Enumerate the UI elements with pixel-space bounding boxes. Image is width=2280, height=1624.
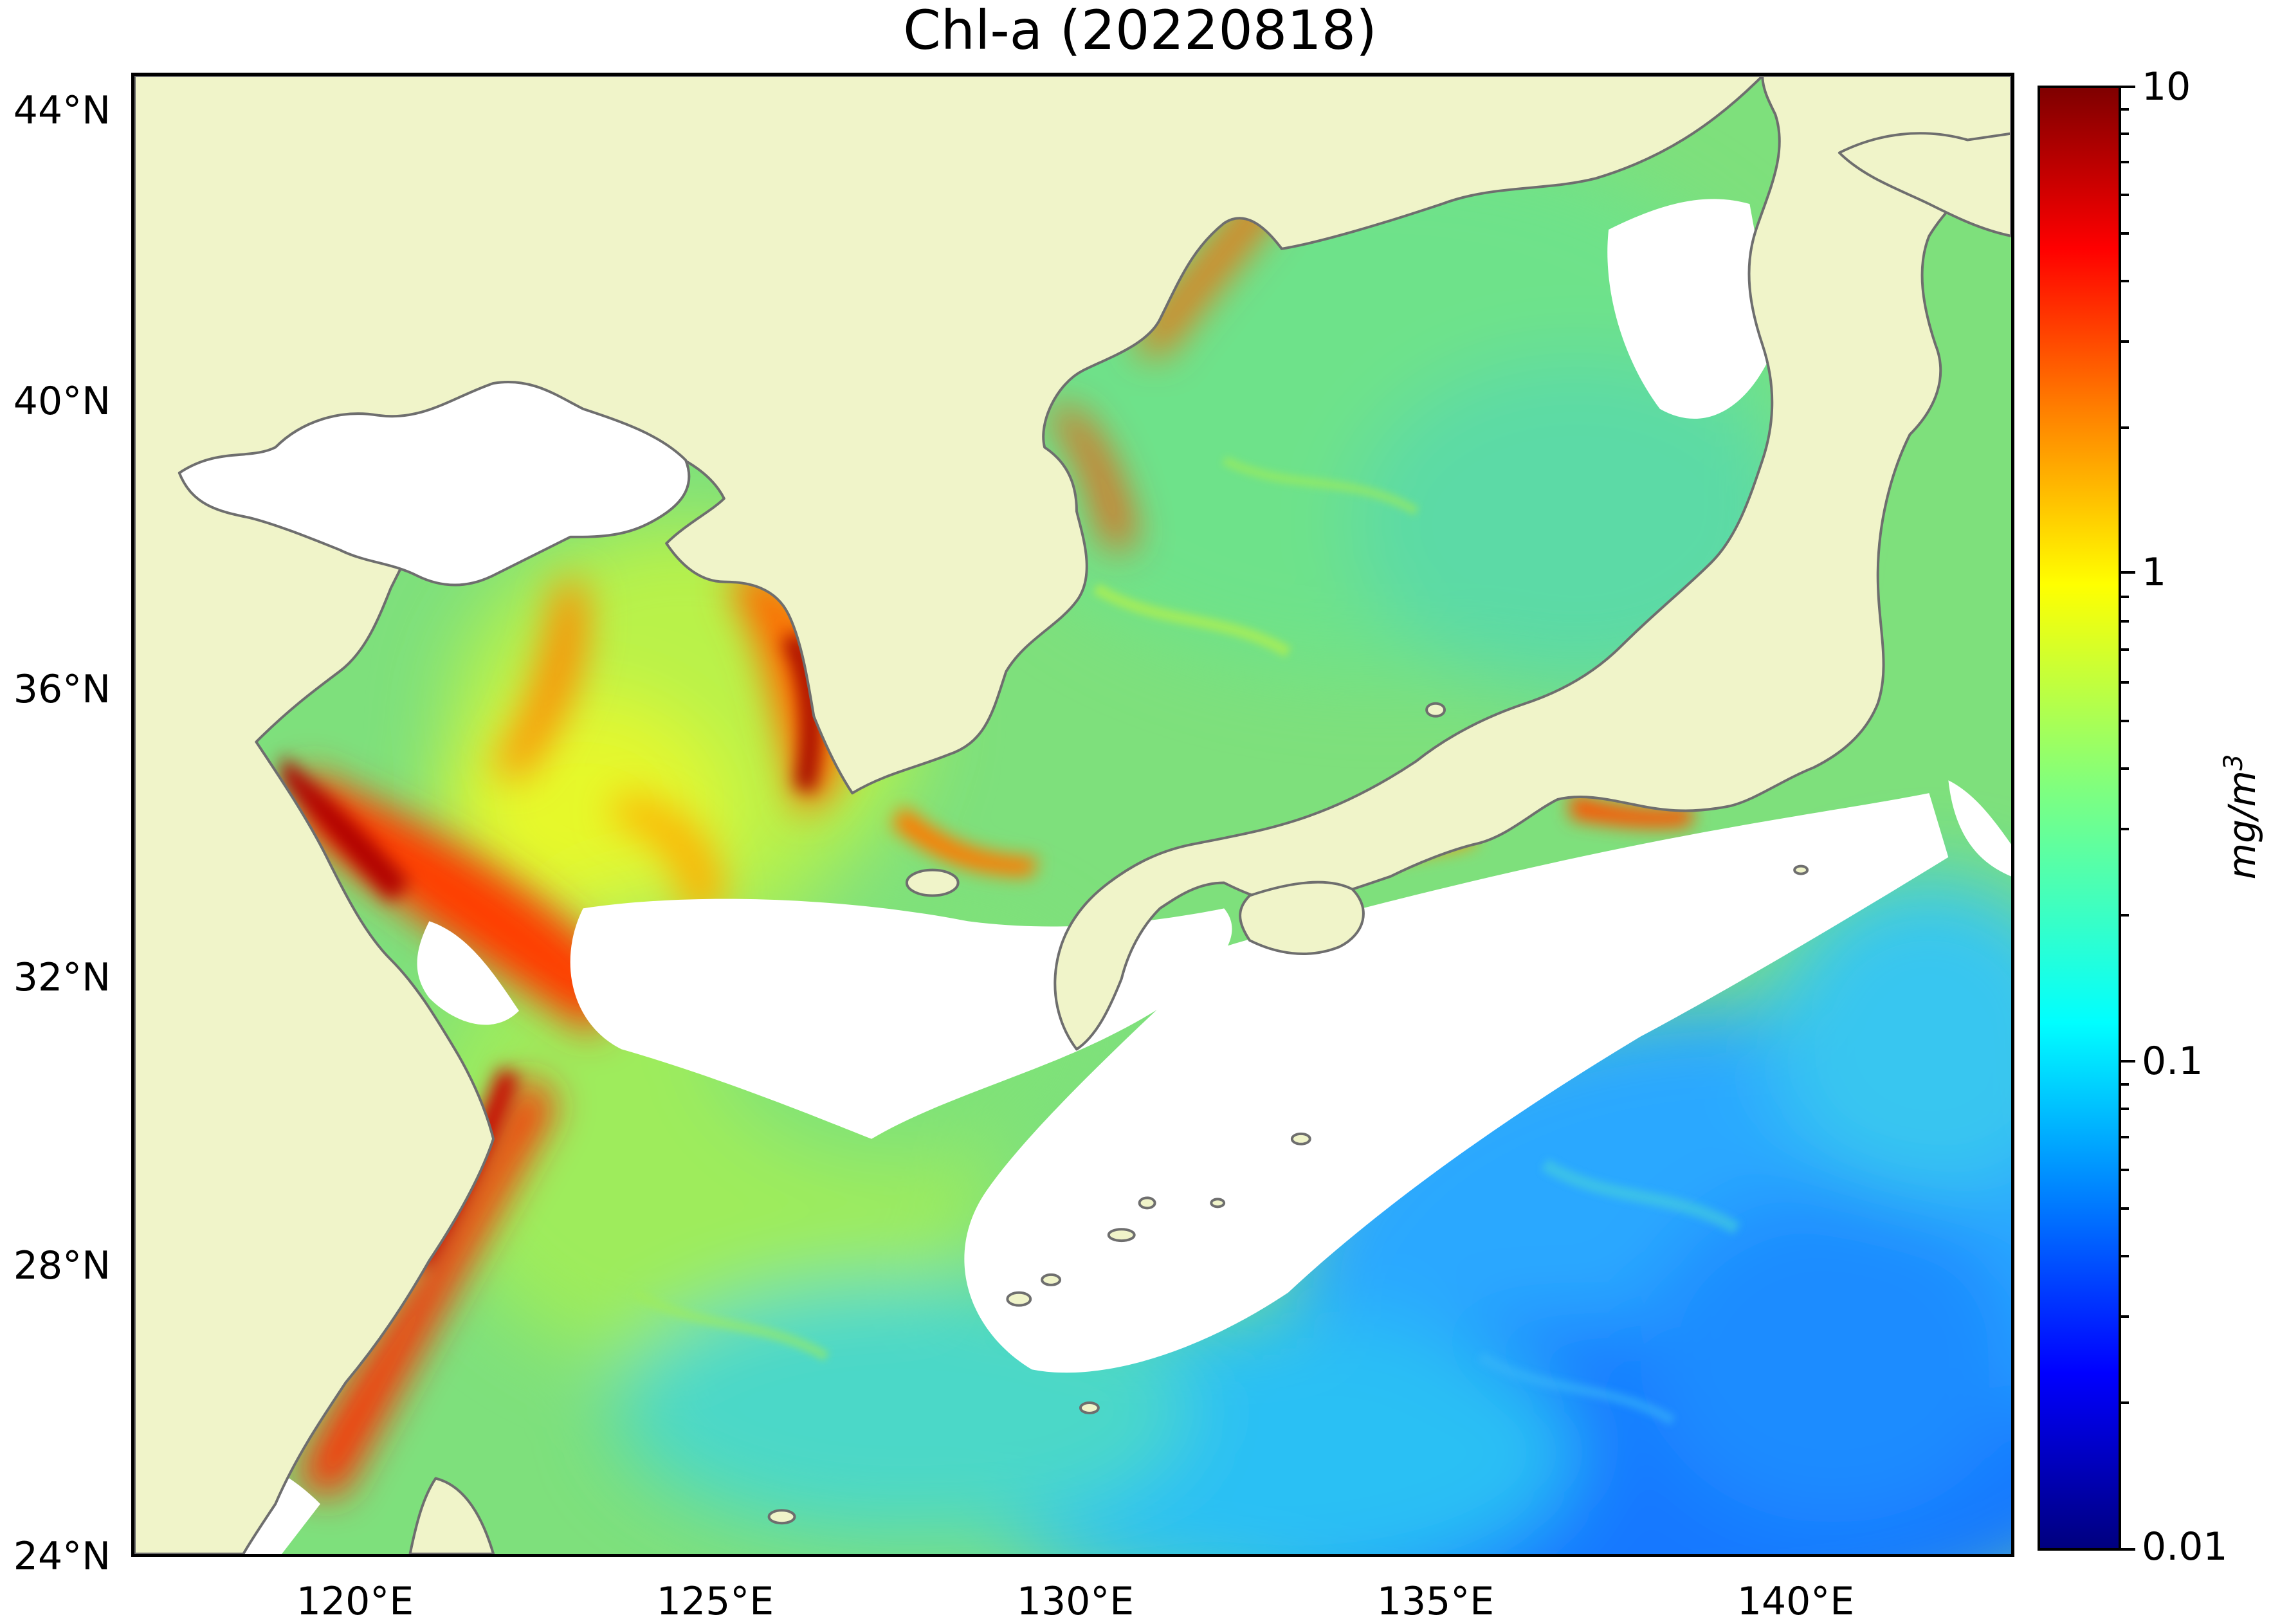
- colorbar-minor-tick: [2121, 1136, 2129, 1139]
- lon-tick-120: 120°E: [296, 1579, 414, 1624]
- colorbar-minor-tick: [2121, 107, 2129, 111]
- colorbar-minor-tick: [2121, 1401, 2129, 1404]
- colorbar-minor-tick: [2121, 1082, 2129, 1086]
- colorbar-minor-tick: [2121, 1315, 2129, 1318]
- lat-tick-40: 40°N: [13, 379, 111, 424]
- colorbar-minor-tick: [2121, 340, 2129, 343]
- colorbar-minor-tick: [2121, 1254, 2129, 1257]
- colorbar-minor-tick: [2121, 232, 2129, 235]
- lat-tick-36: 36°N: [13, 667, 111, 712]
- colorbar-minor-tick: [2121, 1169, 2129, 1172]
- lat-tick-44: 44°N: [13, 88, 111, 133]
- lat-tick-28: 28°N: [13, 1243, 111, 1288]
- colorbar-tick-10: 10: [2142, 64, 2191, 109]
- colorbar-minor-tick: [2121, 720, 2129, 723]
- colorbar-major-tick: [2121, 571, 2135, 574]
- map-title: Chl-a (20220818): [903, 0, 1377, 62]
- colorbar-major-tick: [2121, 1548, 2135, 1551]
- colorbar-minor-tick: [2121, 194, 2129, 197]
- colorbar-minor-tick: [2121, 828, 2129, 831]
- colorbar-tick-0-1: 0.1: [2142, 1039, 2203, 1084]
- colorbar-major-tick: [2121, 86, 2135, 88]
- colorbar-major-tick: [2121, 1060, 2135, 1063]
- map-panel: [131, 73, 2014, 1557]
- colorbar-minor-tick: [2121, 620, 2129, 623]
- lon-tick-125: 125°E: [656, 1579, 774, 1624]
- colorbar-unit-label: mg/m3: [2219, 754, 2264, 880]
- colorbar-minor-tick: [2121, 1108, 2129, 1111]
- unit-base: mg/m: [2220, 771, 2265, 880]
- colorbar-tick-1: 1: [2142, 550, 2167, 595]
- colorbar-tick-0-01: 0.01: [2142, 1524, 2228, 1569]
- land-masses: [134, 76, 2011, 1554]
- colorbar-minor-tick: [2121, 132, 2129, 136]
- lon-tick-140: 140°E: [1737, 1579, 1855, 1624]
- chlorophyll-map: [134, 76, 2011, 1554]
- colorbar: [2038, 86, 2121, 1551]
- unit-exponent: 3: [2218, 754, 2248, 771]
- colorbar-minor-tick: [2121, 648, 2129, 652]
- colorbar-minor-tick: [2121, 595, 2129, 598]
- lat-tick-32: 32°N: [13, 955, 111, 1000]
- lon-tick-135: 135°E: [1376, 1579, 1495, 1624]
- colorbar-minor-tick: [2121, 1207, 2129, 1210]
- lon-tick-130: 130°E: [1016, 1579, 1135, 1624]
- colorbar-minor-tick: [2121, 161, 2129, 164]
- colorbar-minor-tick: [2121, 426, 2129, 429]
- lat-tick-24: 24°N: [13, 1534, 111, 1579]
- colorbar-minor-tick: [2121, 913, 2129, 917]
- colorbar-minor-tick: [2121, 681, 2129, 684]
- colorbar-minor-tick: [2121, 279, 2129, 282]
- colorbar-minor-tick: [2121, 767, 2129, 770]
- colorbar-gradient: [2040, 88, 2119, 1548]
